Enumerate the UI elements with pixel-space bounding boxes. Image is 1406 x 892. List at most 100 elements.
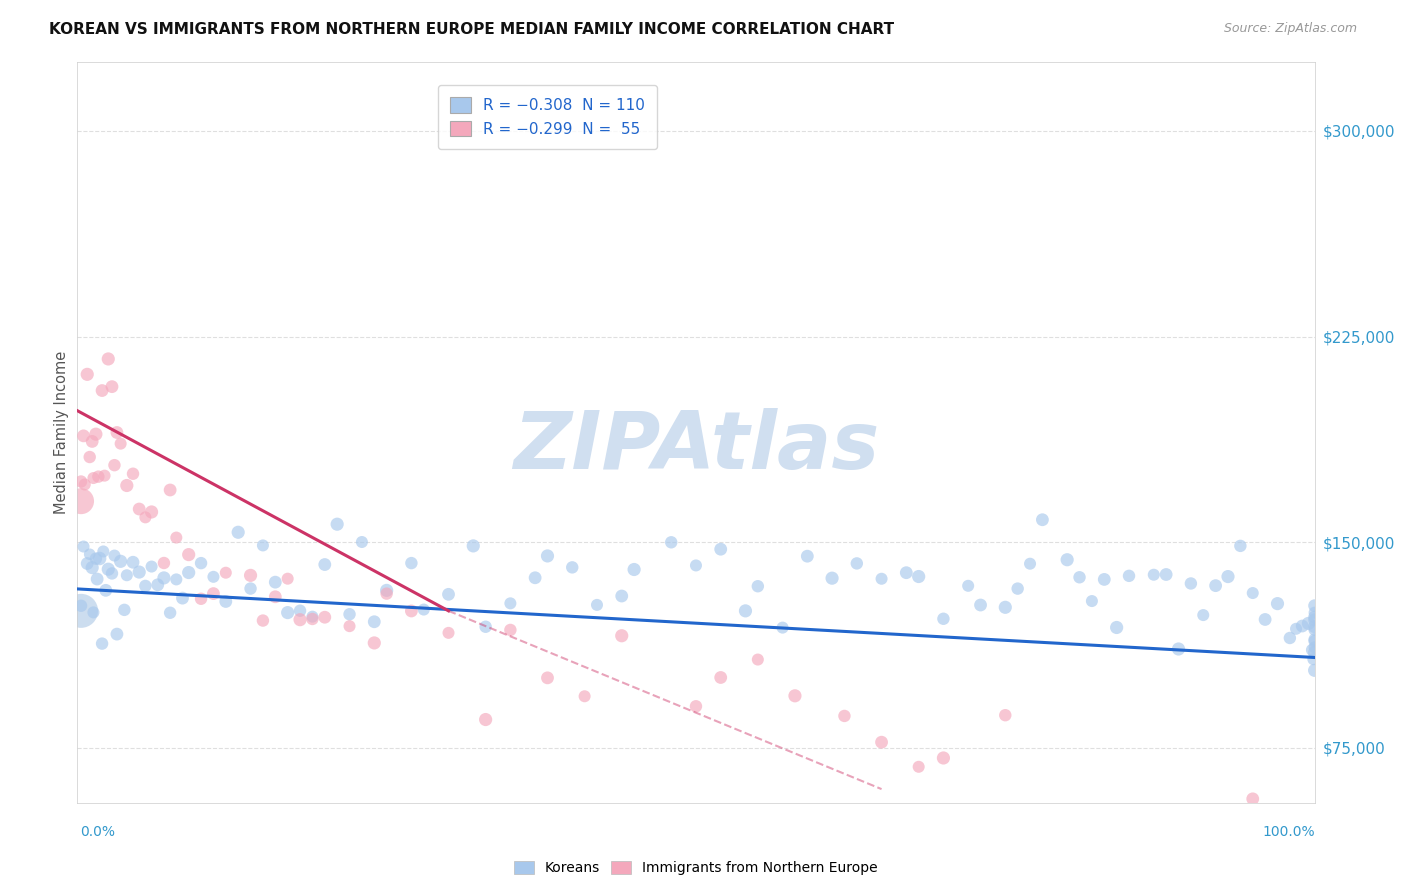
Point: [93, 468, 115, 483]
Point: [84, 551, 107, 566]
Point: [165, 573, 187, 587]
Point: [79, 450, 101, 464]
Point: [301, 609, 323, 624]
Point: [202, 586, 225, 600]
Point: [314, 558, 336, 572]
Point: [215, 594, 238, 608]
Point: [610, 589, 633, 603]
Point: [91, 637, 114, 651]
Point: [1205, 579, 1227, 593]
Point: [437, 587, 460, 601]
Point: [710, 542, 733, 557]
Point: [314, 610, 336, 624]
Point: [1291, 619, 1313, 633]
Point: [1180, 576, 1202, 591]
Point: [288, 604, 311, 618]
Point: [84, 427, 107, 442]
Point: [994, 708, 1017, 723]
Point: [101, 379, 124, 393]
Point: [190, 591, 212, 606]
Text: Source: ZipAtlas.com: Source: ZipAtlas.com: [1223, 22, 1357, 36]
Point: [401, 556, 423, 570]
Point: [524, 571, 547, 585]
Point: [375, 583, 398, 598]
Point: [1143, 567, 1166, 582]
Point: [339, 607, 361, 622]
Point: [190, 556, 212, 570]
Point: [536, 549, 558, 563]
Point: [277, 572, 299, 586]
Point: [76, 557, 98, 571]
Point: [97, 562, 120, 576]
Point: [1056, 553, 1078, 567]
Point: [1254, 612, 1277, 626]
Point: [97, 351, 120, 366]
Point: [86, 572, 108, 586]
Text: 0.0%: 0.0%: [80, 825, 115, 839]
Point: [252, 538, 274, 552]
Point: [134, 510, 156, 524]
Point: [172, 591, 194, 606]
Point: [1241, 792, 1264, 806]
Point: [339, 619, 361, 633]
Point: [1303, 599, 1326, 613]
Point: [128, 502, 150, 516]
Point: [226, 525, 249, 540]
Point: [177, 548, 200, 562]
Point: [1303, 613, 1326, 627]
Point: [870, 572, 893, 586]
Point: [1303, 623, 1326, 637]
Point: [326, 517, 349, 532]
Point: [105, 425, 128, 440]
Point: [73, 477, 96, 491]
Point: [82, 560, 104, 574]
Point: [474, 713, 496, 727]
Point: [146, 578, 169, 592]
Point: [1167, 642, 1189, 657]
Point: [1303, 606, 1326, 620]
Point: [239, 582, 262, 596]
Point: [834, 709, 856, 723]
Point: [115, 478, 138, 492]
Point: [70, 494, 93, 508]
Point: [1285, 622, 1308, 636]
Point: [1303, 640, 1326, 655]
Point: [153, 556, 176, 570]
Text: KOREAN VS IMMIGRANTS FROM NORTHERN EUROPE MEDIAN FAMILY INCOME CORRELATION CHART: KOREAN VS IMMIGRANTS FROM NORTHERN EUROP…: [49, 22, 894, 37]
Point: [845, 557, 868, 571]
Point: [586, 598, 609, 612]
Point: [994, 600, 1017, 615]
Point: [110, 436, 132, 450]
Point: [105, 627, 128, 641]
Point: [301, 612, 323, 626]
Point: [264, 575, 287, 590]
Point: [1278, 631, 1301, 645]
Point: [870, 735, 893, 749]
Point: [1303, 619, 1326, 633]
Point: [1303, 610, 1326, 624]
Legend: R = −0.308  N = 110, R = −0.299  N =  55: R = −0.308 N = 110, R = −0.299 N = 55: [437, 85, 658, 149]
Point: [1031, 513, 1053, 527]
Point: [115, 568, 138, 582]
Point: [437, 625, 460, 640]
Point: [574, 690, 596, 704]
Point: [969, 598, 991, 612]
Point: [128, 565, 150, 579]
Point: [474, 620, 496, 634]
Point: [932, 751, 955, 765]
Point: [796, 549, 818, 564]
Point: [1303, 634, 1326, 648]
Point: [1192, 608, 1215, 623]
Point: [747, 579, 769, 593]
Point: [177, 566, 200, 580]
Point: [499, 596, 522, 610]
Point: [70, 599, 93, 613]
Point: [1301, 643, 1323, 657]
Point: [821, 571, 844, 585]
Point: [957, 579, 980, 593]
Point: [610, 629, 633, 643]
Point: [499, 623, 522, 637]
Point: [1229, 539, 1251, 553]
Point: [1298, 616, 1320, 631]
Point: [79, 547, 101, 561]
